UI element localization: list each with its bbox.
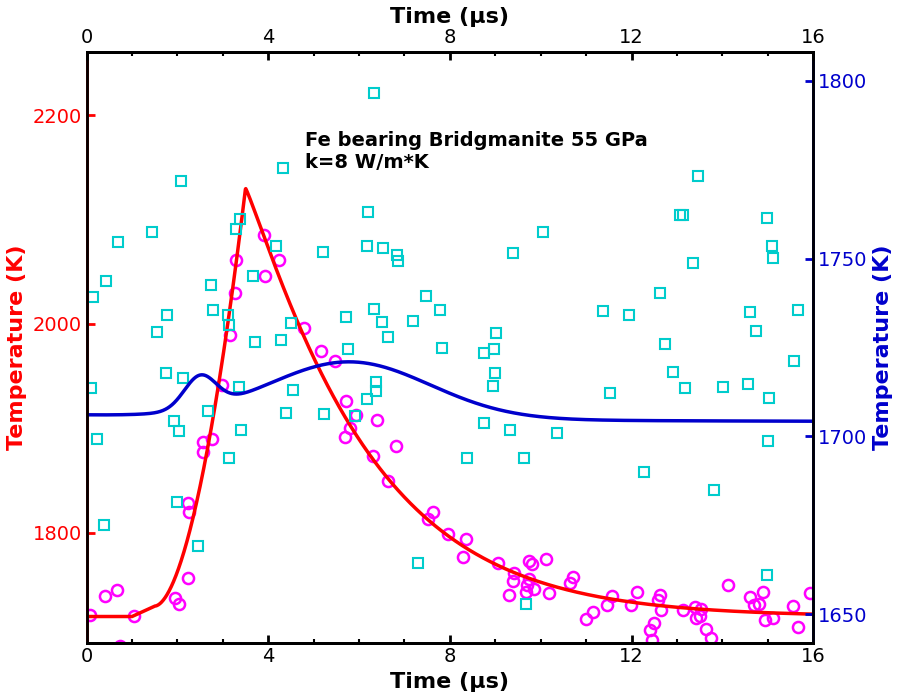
Text: Fe bearing Bridgmanite 55 GPa
k=8 W/m*K: Fe bearing Bridgmanite 55 GPa k=8 W/m*K	[304, 131, 647, 172]
Y-axis label: Temperature (K): Temperature (K)	[873, 245, 893, 450]
X-axis label: Time (μs): Time (μs)	[391, 7, 509, 27]
Y-axis label: Temperature (K): Temperature (K)	[7, 245, 27, 450]
X-axis label: Time (μs): Time (μs)	[391, 672, 509, 692]
